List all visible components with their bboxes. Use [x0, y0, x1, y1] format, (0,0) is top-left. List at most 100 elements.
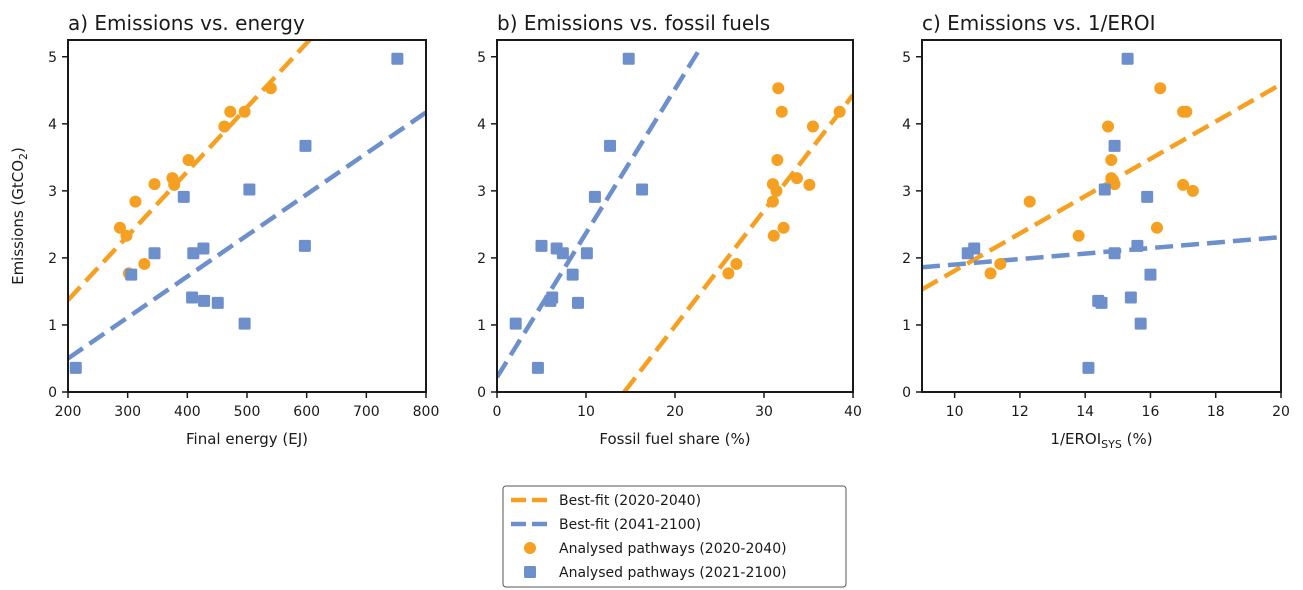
data-point-circle [833, 105, 846, 118]
x-axis-label: Final energy (EJ) [186, 430, 308, 448]
x-tick-label: 14 [1076, 404, 1094, 420]
data-point-circle [1072, 229, 1085, 242]
data-point-circle [1150, 221, 1163, 234]
data-point-square [211, 296, 224, 309]
data-point-square [187, 247, 200, 260]
data-point-circle [770, 184, 783, 197]
data-point-square [198, 294, 211, 307]
data-point-square [588, 190, 601, 203]
x-tick-label: 10 [946, 404, 964, 420]
y-tick-label: 2 [477, 251, 486, 267]
x-tick-label: 10 [577, 404, 595, 420]
data-point-square [177, 190, 190, 203]
y-tick-label: 4 [48, 117, 57, 133]
y-tick-label: 1 [902, 318, 911, 334]
data-point-circle [1108, 178, 1121, 191]
legend-entry: Best-fit (2020-2040) [511, 493, 701, 509]
data-point-square [556, 247, 569, 260]
data-point-square [298, 239, 311, 252]
axes-frame [921, 39, 1282, 393]
data-point-square [1134, 317, 1147, 330]
legend-label: Best-fit (2041-2100) [559, 517, 701, 533]
data-point-square [1095, 296, 1108, 309]
data-point-square [1124, 291, 1137, 304]
data-point-circle [224, 105, 237, 118]
y-axis-label-subscript: 2 [17, 153, 30, 160]
data-point-square [535, 239, 548, 252]
legend-entry: Analysed pathways (2021-2100) [524, 565, 787, 581]
data-point-circle [1186, 184, 1199, 197]
y-axis-label: Emissions (GtCO2) [9, 147, 30, 285]
panel-1: a) Emissions vs. energy 200 300 400 500 600 70… [9, 11, 439, 448]
data-point-circle [767, 229, 780, 242]
y-tick-label: 0 [48, 385, 57, 401]
panel-title: a) Emissions vs. energy [68, 11, 305, 35]
data-point-circle [120, 229, 133, 242]
data-point-square [243, 183, 256, 196]
data-point-circle [994, 257, 1007, 270]
x-tick-label: 16 [1142, 404, 1160, 420]
y-axis-label-main: Emissions (GtCO [9, 160, 27, 285]
y-tick-label: 0 [477, 385, 486, 401]
y-tick-label: 2 [902, 251, 911, 267]
y-axis-label-tail: ) [9, 147, 27, 153]
data-point-circle [264, 82, 277, 95]
x-tick-label: 40 [844, 404, 862, 420]
best-fit-line-late [922, 234, 1281, 270]
y-tick-label: 0 [902, 385, 911, 401]
x-axis-label: Fossil fuel share (%) [599, 430, 750, 448]
legend-box [502, 485, 847, 588]
data-point-square [571, 296, 584, 309]
y-tick-label: 1 [48, 318, 57, 334]
data-point-circle [775, 105, 788, 118]
data-point-circle [1023, 195, 1036, 208]
y-tick-label: 4 [902, 117, 911, 133]
data-point-circle [168, 178, 181, 191]
data-point-circle [1180, 105, 1193, 118]
data-point-square [391, 52, 404, 65]
axes-frame [67, 39, 427, 393]
data-point-square [604, 139, 617, 152]
data-point-circle [129, 195, 142, 208]
y-tick-label: 5 [48, 50, 57, 66]
data-point-circle [113, 221, 126, 234]
data-point-circle [777, 221, 790, 234]
data-point-square [125, 268, 138, 281]
y-tick-label: 3 [477, 184, 486, 200]
legend-label: Best-fit (2020-2040) [559, 493, 701, 509]
data-point-square [531, 361, 544, 374]
data-point-circle [218, 120, 231, 133]
x-axis-label-main: Fossil fuel share (%) [599, 430, 750, 448]
x-axis-label-subscript: SYS [1101, 438, 1122, 451]
data-point-square [197, 242, 210, 255]
axes-frame [496, 39, 854, 393]
legend: Best-fit (2020-2040) Best-fit (2041-2100)… [502, 485, 847, 588]
x-tick-label: 800 [413, 404, 440, 420]
data-point-square [1131, 239, 1144, 252]
y-tick-label: 5 [477, 50, 486, 66]
y-tick-label: 3 [902, 184, 911, 200]
panel-2: b) Emissions vs. fossil fuels 0 10 20 30 40 0 1… [477, 11, 862, 448]
data-point-square [1144, 268, 1157, 281]
data-point-square [69, 361, 82, 374]
data-point-circle [730, 257, 743, 270]
data-point-circle [1154, 82, 1167, 95]
x-tick-label: 12 [1011, 404, 1029, 420]
data-point-circle [803, 178, 816, 191]
data-point-circle [138, 257, 151, 270]
data-point-square [546, 291, 559, 304]
data-point-square [566, 268, 579, 281]
data-point-square [636, 183, 649, 196]
x-tick-label: 20 [1272, 404, 1290, 420]
data-point-square [622, 52, 635, 65]
data-point-square [580, 247, 593, 260]
data-point-square [1108, 247, 1121, 260]
data-point-circle [806, 120, 819, 133]
x-tick-label: 20 [666, 404, 684, 420]
y-tick-label: 5 [902, 50, 911, 66]
x-tick-label: 600 [293, 404, 320, 420]
data-point-square [186, 291, 199, 304]
data-point-circle [1177, 178, 1190, 191]
